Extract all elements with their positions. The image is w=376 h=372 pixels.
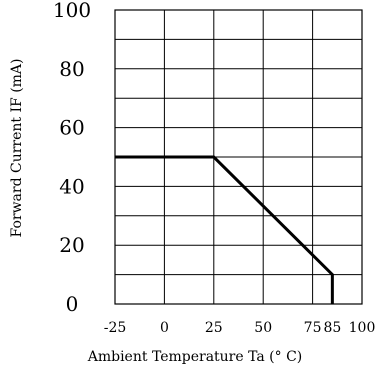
y-tick-label: 40 (59, 174, 84, 198)
y-tick-label: 20 (59, 233, 84, 257)
x-tick-label: 0 (160, 320, 169, 336)
y-tick-label: 60 (59, 116, 84, 140)
x-tick-label: 85 (323, 320, 341, 336)
y-tick-label: 0 (66, 292, 79, 316)
x-tick-label: 50 (254, 320, 272, 336)
x-tick-label: 75 (304, 320, 322, 336)
x-tick-labels: -25 0 25 50 75 85 100 (104, 320, 376, 336)
x-tick-label: -25 (104, 320, 127, 336)
series-layer (115, 155, 334, 304)
y-axis-title: Forward Current IF (mA) (9, 59, 25, 238)
x-axis-title: Ambient Temperature Ta (° C) (87, 349, 303, 365)
y-tick-labels: 0 20 40 60 80 100 (53, 0, 91, 316)
y-tick-label: 80 (59, 57, 84, 81)
x-tick-label: 25 (205, 320, 223, 336)
x-tick-label: 100 (349, 320, 376, 336)
derating-curve (115, 155, 334, 304)
y-tick-label: 100 (53, 0, 91, 22)
